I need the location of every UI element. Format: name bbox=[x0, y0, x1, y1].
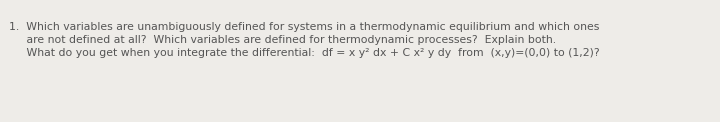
Text: 1.  Which variables are unambiguously defined for systems in a thermodynamic equ: 1. Which variables are unambiguously def… bbox=[9, 22, 599, 58]
